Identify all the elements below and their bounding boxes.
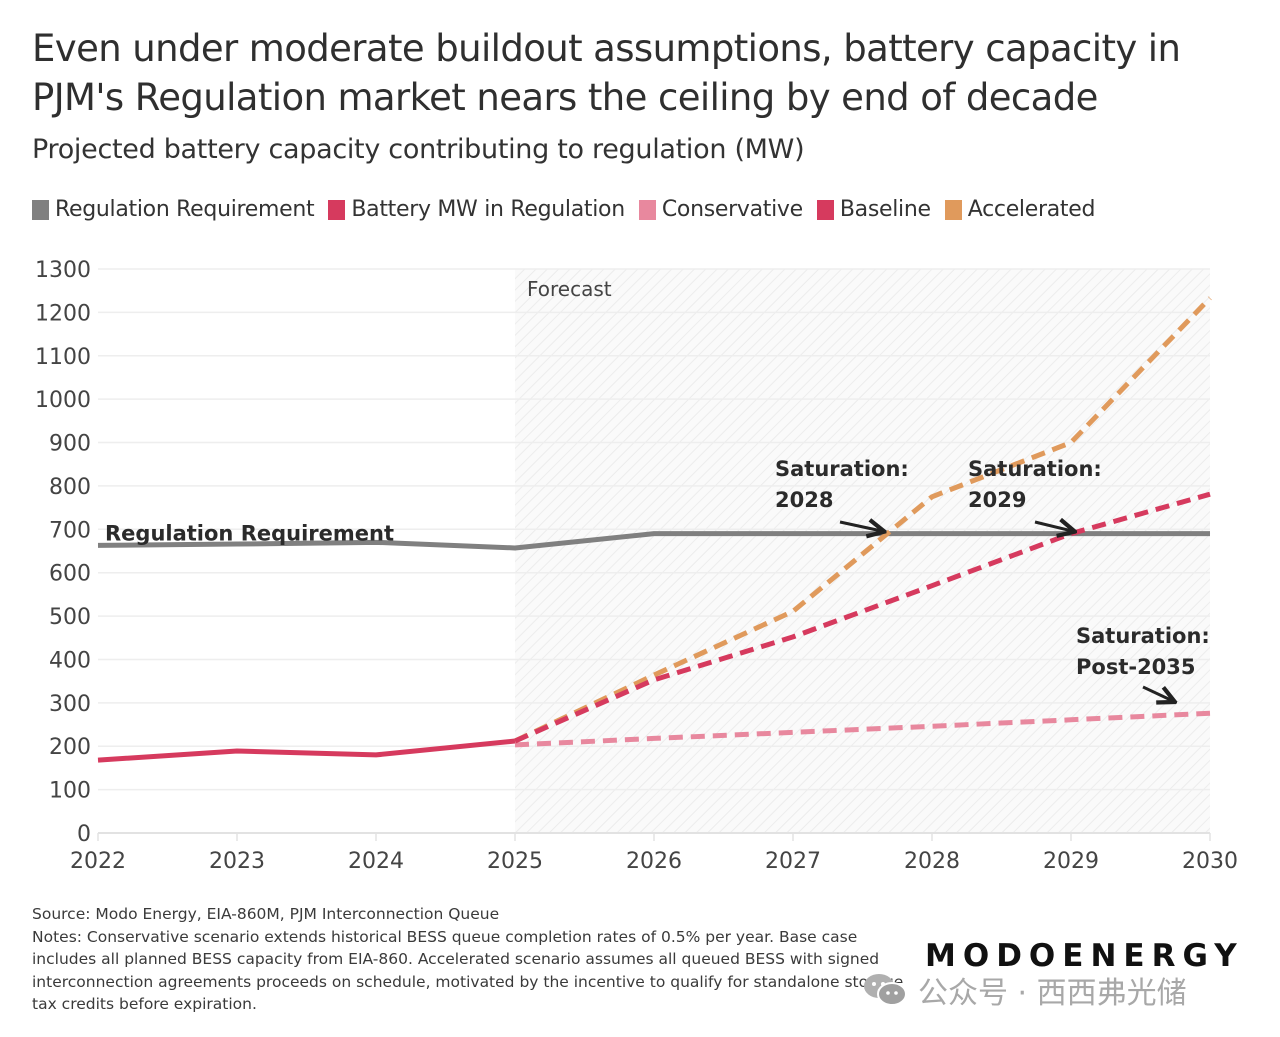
x-tick-label: 2025: [487, 849, 543, 874]
series-line-accelerated: [513, 296, 1212, 744]
brand-logo: MODOENERGY: [925, 938, 1244, 974]
y-tick-label: 1200: [35, 301, 91, 326]
x-tick-label: 2028: [904, 849, 960, 874]
legend-label: Accelerated: [967, 197, 1096, 222]
y-tick-label: 0: [77, 822, 91, 847]
x-tick-label: 2023: [209, 849, 265, 874]
y-tick-label: 700: [49, 518, 91, 543]
watermark-text: 公众号 · 西西弗光储: [918, 976, 1187, 1011]
x-tick-label: 2022: [70, 849, 126, 874]
legend-swatch: [944, 199, 962, 220]
annotation-text: Saturation:: [968, 457, 1102, 481]
annotation-text: 2029: [968, 488, 1026, 512]
series-line-conservative: [514, 710, 1211, 748]
annotation-text: Saturation:: [1076, 624, 1210, 648]
legend-label: Regulation Requirement: [55, 197, 315, 222]
legend-item-regulation-requirement: Regulation Requirement: [32, 197, 315, 222]
legend-label: Battery MW in Regulation: [351, 197, 625, 222]
annotation-text: 2028: [775, 488, 833, 512]
line-chart: Forecast 0 100 200 300 400 500 600 700 800 900 100…: [35, 258, 1238, 874]
legend-label: Baseline: [839, 197, 931, 222]
annotation-arrow-icon: [1142, 685, 1175, 702]
y-tick-label: 500: [49, 605, 91, 630]
x-tick-label: 2030: [1182, 849, 1238, 874]
y-tick-label: 900: [49, 432, 91, 457]
y-tick-label: 400: [49, 648, 91, 673]
legend-label: Conservative: [661, 197, 803, 222]
y-tick-label: 300: [49, 692, 91, 717]
legend-item-conservative: Conservative: [638, 197, 803, 222]
chart-title: Even under moderate buildout assumptions…: [32, 27, 1181, 119]
annotation-text: Post-2035: [1076, 655, 1196, 679]
legend-item-accelerated: Accelerated: [944, 197, 1096, 222]
y-tick-label: 800: [49, 475, 91, 500]
legend-swatch: [638, 199, 656, 220]
y-tick-label: 1100: [35, 345, 91, 370]
y-tick-label: 1300: [35, 258, 91, 283]
legend-item-battery-mw: Battery MW in Regulation: [328, 197, 625, 222]
watermark: 公众号 · 西西弗光储: [862, 968, 1187, 1012]
wechat-icon: [864, 974, 907, 1006]
annotation-text: Saturation:: [775, 457, 909, 481]
legend: Regulation Requirement Battery MW in Reg…: [32, 197, 1095, 222]
forecast-label: Forecast: [527, 277, 612, 301]
x-tick-label: 2024: [348, 849, 404, 874]
legend-swatch: [816, 199, 834, 220]
y-tick-label: 200: [49, 735, 91, 760]
legend-swatch: [32, 199, 49, 220]
x-tick-label: 2027: [765, 849, 821, 874]
y-tick-label: 1000: [35, 388, 91, 413]
notes-text: Notes: Conservative scenario extends his…: [32, 927, 904, 1014]
x-tick-label: 2029: [1043, 849, 1099, 874]
annotation-arrow-icon: [1034, 522, 1075, 532]
x-tick-label: 2026: [626, 849, 682, 874]
y-tick-label: 600: [49, 562, 91, 587]
inline-label-regulation-requirement: Regulation Requirement: [105, 521, 394, 545]
series-line-battery-mw-in-regulation: [97, 738, 516, 763]
annotation-arrow-icon: [839, 522, 885, 532]
footer-notes: Source: Modo Energy, EIA-860M, PJM Inter…: [32, 903, 912, 1016]
series-line-baseline: [513, 491, 1211, 744]
source-text: Source: Modo Energy, EIA-860M, PJM Inter…: [32, 905, 500, 923]
chart-subtitle: Projected battery capacity contributing …: [32, 134, 805, 165]
y-tick-label: 100: [49, 779, 91, 804]
legend-item-baseline: Baseline: [816, 197, 931, 222]
legend-swatch: [328, 199, 346, 220]
